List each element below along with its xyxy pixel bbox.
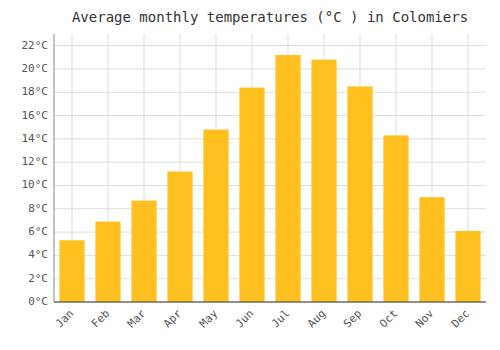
y-tick-label: 22°C (22, 39, 49, 52)
y-tick-label: 0°C (28, 295, 48, 308)
y-tick-label: 4°C (28, 248, 48, 261)
y-grid-line (54, 92, 486, 93)
y-grid-line (54, 68, 486, 69)
bar (203, 130, 228, 302)
chart-container: 0°C 2°C 4°C 6°C 8°C 10°C 12°C 14°C 16°C 18°C 20°C 2… (0, 0, 500, 350)
y-grid-line (54, 162, 486, 163)
bar (131, 201, 156, 302)
bar (383, 135, 408, 302)
y-tick-label: 10°C (22, 178, 49, 191)
x-tick-label: Sep (341, 307, 364, 330)
y-grid-line (54, 115, 486, 116)
x-tick-label: Apr (161, 307, 185, 331)
x-tick-label: Oct (377, 307, 400, 330)
x-tick-label: Mar (125, 307, 149, 331)
y-grid-line (54, 185, 486, 186)
x-tick-label: Jul (269, 307, 292, 330)
x-tick-label: Nov (413, 307, 437, 331)
title: Average monthly temperatures (°C ) in Co… (72, 9, 468, 25)
y-tick-label: 8°C (28, 202, 48, 215)
x-tick-label: Jan (53, 307, 76, 330)
grid (54, 34, 486, 302)
y-axis-line (54, 34, 55, 302)
x-tick-label: Feb (89, 307, 112, 330)
y-tick-label: 16°C (22, 109, 49, 122)
x-tick-label: May (197, 307, 221, 331)
y-tick-label: 20°C (22, 62, 49, 75)
x-tick-label: Jun (233, 307, 256, 330)
x-tick-label: Aug (305, 307, 328, 330)
bar (95, 222, 120, 302)
x-axis-line (54, 302, 486, 303)
bar (59, 240, 84, 302)
bar (347, 86, 372, 302)
bar (275, 55, 300, 302)
y-tick-label: 6°C (28, 225, 48, 238)
bar (419, 197, 444, 302)
page: {"chart_data": {"type": "bar", "title": … (0, 0, 500, 350)
y-grid-line (54, 45, 486, 46)
y-tick-label: 14°C (22, 132, 49, 145)
y-tick-label: 12°C (22, 155, 49, 168)
y-grid-line (54, 302, 486, 303)
bars (59, 55, 480, 302)
y-grid-line (54, 138, 486, 139)
bar (455, 231, 480, 302)
y-tick-label: 18°C (22, 85, 49, 98)
bar (239, 88, 264, 302)
bar (167, 171, 192, 302)
y-tick-label: 2°C (28, 272, 48, 285)
bar (311, 60, 336, 302)
x-tick-label: Dec (449, 307, 472, 330)
chart-svg: 0°C 2°C 4°C 6°C 8°C 10°C 12°C 14°C 16°C 18°C 20°C 2… (0, 0, 500, 350)
